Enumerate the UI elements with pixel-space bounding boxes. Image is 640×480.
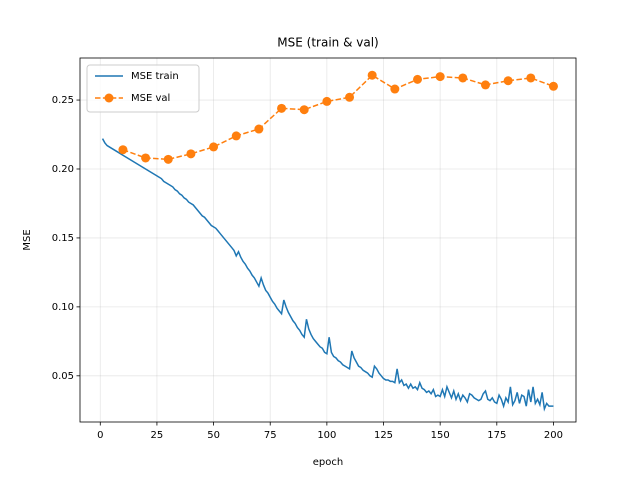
legend-marker	[104, 93, 114, 103]
point	[548, 81, 558, 91]
legend-label: MSE train	[131, 71, 179, 82]
x-tick-label: 0	[97, 430, 103, 441]
x-axis-label: epoch	[313, 457, 343, 468]
point	[345, 92, 355, 102]
point	[435, 72, 445, 82]
y-tick-label: 0.20	[52, 164, 74, 175]
point	[458, 73, 468, 83]
y-tick-label: 0.10	[52, 302, 74, 313]
point	[141, 153, 151, 163]
x-tick-label: 175	[487, 430, 506, 441]
legend-label: MSE val	[131, 93, 170, 104]
point	[503, 76, 513, 86]
point	[480, 80, 490, 90]
point	[186, 149, 196, 159]
point	[209, 142, 219, 152]
x-tick-label: 75	[264, 430, 277, 441]
y-tick-label: 0.05	[52, 371, 74, 382]
y-tick-label: 0.25	[52, 95, 74, 106]
y-tick-label: 0.15	[52, 233, 74, 244]
series-line	[101, 138, 554, 412]
x-tick-label: 50	[207, 430, 220, 441]
point	[163, 154, 173, 164]
y-axis-label: MSE	[22, 229, 33, 250]
x-tick-label: 25	[151, 430, 164, 441]
point	[390, 84, 400, 94]
point	[118, 145, 128, 155]
x-tick-label: 150	[431, 430, 450, 441]
x-tick-label: 200	[544, 430, 563, 441]
point	[526, 73, 536, 83]
x-tick-label: 100	[317, 430, 336, 441]
chart-title: MSE (train & val)	[277, 36, 378, 50]
point	[231, 131, 241, 141]
point	[367, 70, 377, 80]
point	[299, 105, 309, 115]
x-tick-label: 125	[374, 430, 393, 441]
plot-frame	[79, 57, 577, 423]
point	[413, 74, 423, 84]
point	[277, 103, 287, 113]
point	[322, 96, 332, 106]
point	[254, 124, 264, 134]
